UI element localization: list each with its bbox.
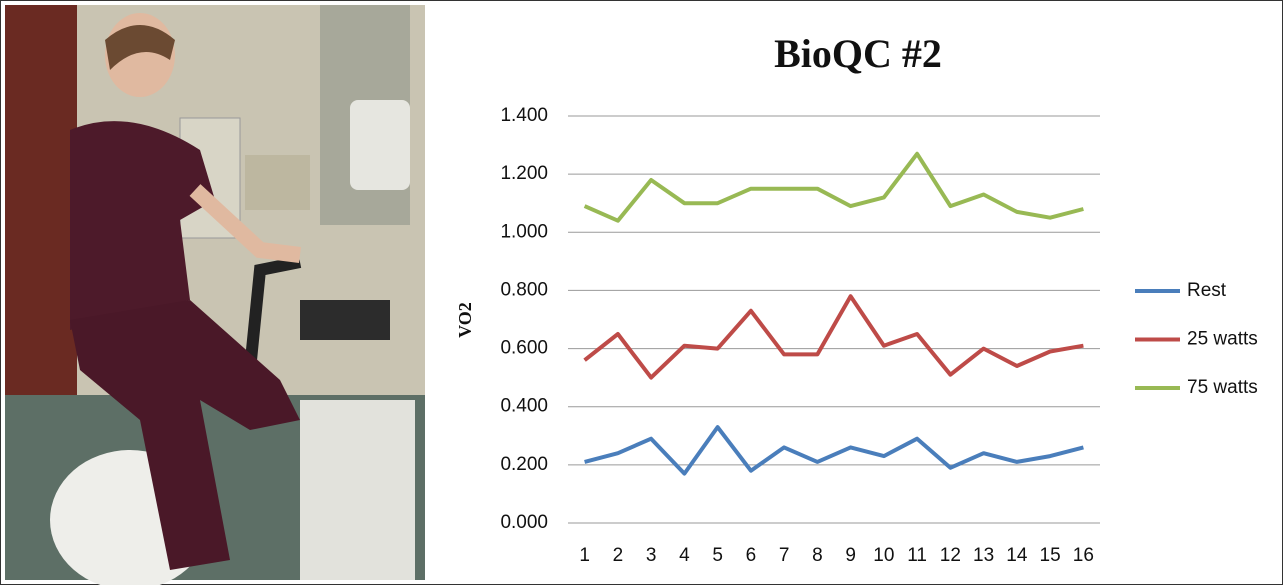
y-tick-label: 0.200 bbox=[500, 454, 548, 475]
x-tick-label: 13 bbox=[973, 545, 994, 566]
x-tick-label: 16 bbox=[1073, 545, 1094, 566]
y-tick-label: 1.000 bbox=[500, 221, 548, 242]
legend-label: 75 watts bbox=[1187, 377, 1258, 398]
x-tick-label: 4 bbox=[679, 545, 690, 566]
dispenser bbox=[350, 100, 410, 190]
x-tick-label: 5 bbox=[712, 545, 723, 566]
box bbox=[245, 155, 310, 210]
door bbox=[5, 5, 77, 405]
y-tick-label: 0.600 bbox=[500, 338, 548, 359]
x-tick-label: 10 bbox=[873, 545, 894, 566]
chart-title: BioQC #2 bbox=[774, 31, 942, 76]
x-tick-label: 14 bbox=[1006, 545, 1028, 566]
y-axis-label: VO2 bbox=[455, 302, 475, 338]
x-tick-label: 15 bbox=[1040, 545, 1061, 566]
console bbox=[300, 300, 390, 340]
y-tick-label: 0.000 bbox=[500, 512, 548, 533]
photo bbox=[5, 5, 425, 585]
x-tick-label: 7 bbox=[779, 545, 790, 566]
y-tick-label: 1.200 bbox=[500, 163, 548, 184]
x-tick-label: 8 bbox=[812, 545, 823, 566]
x-tick-label: 11 bbox=[907, 545, 927, 566]
x-tick-label: 2 bbox=[613, 545, 624, 566]
legend-label: 25 watts bbox=[1187, 329, 1258, 350]
y-tick-label: 1.400 bbox=[500, 105, 548, 126]
x-tick-label: 6 bbox=[746, 545, 757, 566]
x-tick-label: 9 bbox=[845, 545, 856, 566]
x-tick-label: 12 bbox=[940, 545, 961, 566]
page: BioQC #2 VO2 0.000 0.200 0.400 0.600 0.800 1.00… bbox=[0, 0, 1283, 585]
y-tick-label: 0.400 bbox=[500, 396, 548, 417]
legend-label: Rest bbox=[1187, 280, 1227, 301]
x-tick-label: 1 bbox=[579, 545, 590, 566]
x-tick-label: 3 bbox=[646, 545, 657, 566]
y-tick-label: 0.800 bbox=[500, 279, 548, 300]
cart bbox=[300, 400, 415, 580]
